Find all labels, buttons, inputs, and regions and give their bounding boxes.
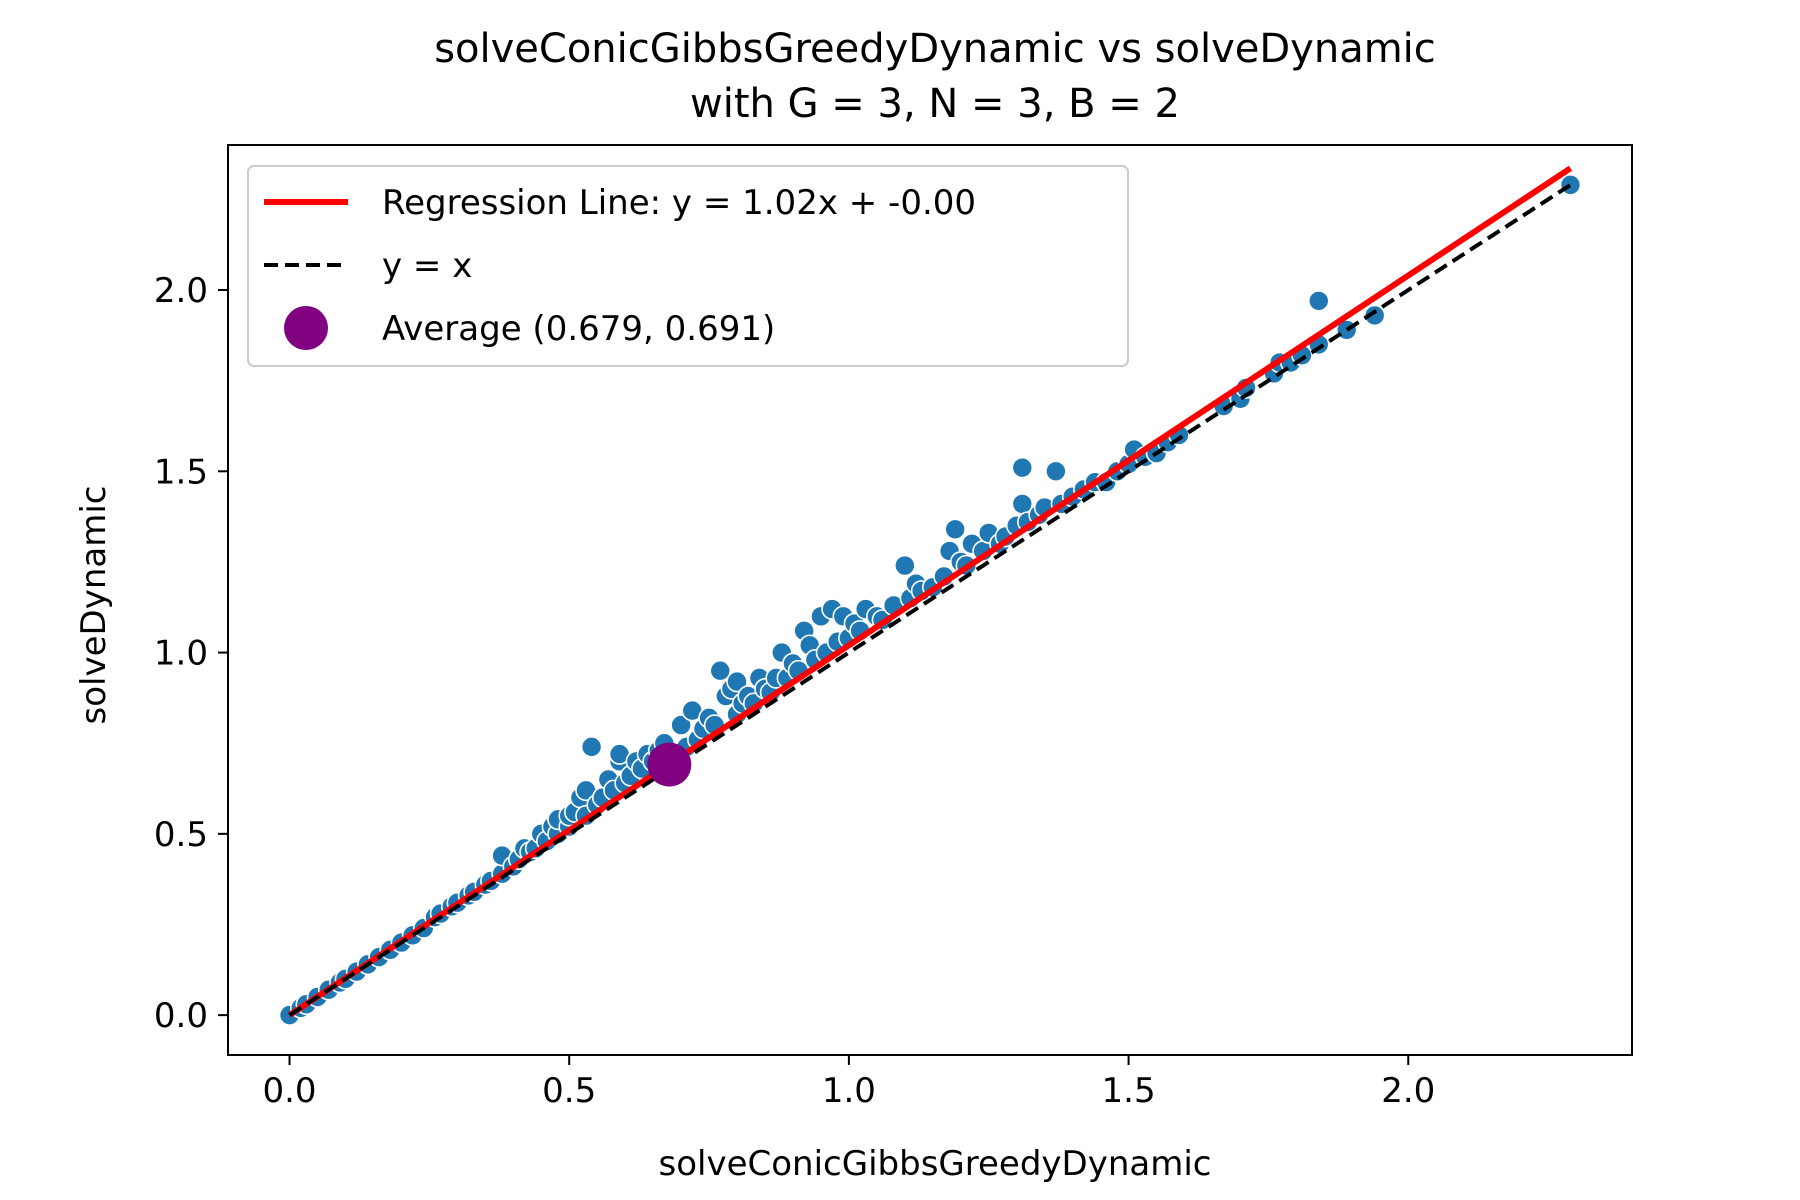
chart-subtitle: with G = 3, N = 3, B = 2 xyxy=(690,81,1180,127)
legend-box xyxy=(247,165,1129,367)
chart-title: solveConicGibbsGreedyDynamic vs solveDyn… xyxy=(434,26,1436,72)
scatter-point xyxy=(1011,456,1034,479)
x-tick-label: 0.5 xyxy=(542,1071,596,1111)
plot-area xyxy=(278,165,1582,1026)
legend-label: y = x xyxy=(382,246,472,286)
scatter-point xyxy=(1045,460,1067,483)
x-tick-label: 2.0 xyxy=(1381,1071,1435,1111)
x-axis-label: solveConicGibbsGreedyDynamic xyxy=(659,1144,1212,1184)
legend-swatch-average xyxy=(284,306,328,350)
identity-line xyxy=(288,183,1572,1017)
x-tick-label: 1.5 xyxy=(1102,1071,1156,1111)
legend-label: Regression Line: y = 1.02x + -0.00 xyxy=(382,183,976,223)
scatter-point xyxy=(726,670,748,693)
y-tick-label: 1.0 xyxy=(154,634,208,674)
scatter-point xyxy=(580,736,603,758)
axes: 0.0 0.5 1.0 1.5 2.0 0.0 0.5 1.0 1.5 2.0 xyxy=(154,144,1633,1111)
scatter-point xyxy=(670,714,692,736)
x-tick-label: 1.0 xyxy=(822,1071,876,1111)
scatter-point xyxy=(894,554,916,577)
scatter-point xyxy=(709,659,732,682)
y-tick-label: 2.0 xyxy=(154,271,208,311)
y-tick-label: 0.0 xyxy=(154,996,208,1036)
regression-line xyxy=(287,165,1573,1018)
average-point xyxy=(647,742,692,787)
y-tick-label: 0.5 xyxy=(154,815,208,855)
y-tick-label: 1.5 xyxy=(154,452,208,492)
scatter-point xyxy=(944,518,966,541)
legend-label: Average (0.679, 0.691) xyxy=(382,309,775,349)
y-axis-label: solveDynamic xyxy=(74,486,114,725)
legend: Regression Line: y = 1.02x + -0.00 y = x A… xyxy=(247,165,1129,367)
scatter-point xyxy=(1363,304,1386,327)
x-tick-label: 0.0 xyxy=(262,1071,316,1111)
plot-frame xyxy=(227,144,1633,1056)
scatter-point xyxy=(1307,290,1330,312)
